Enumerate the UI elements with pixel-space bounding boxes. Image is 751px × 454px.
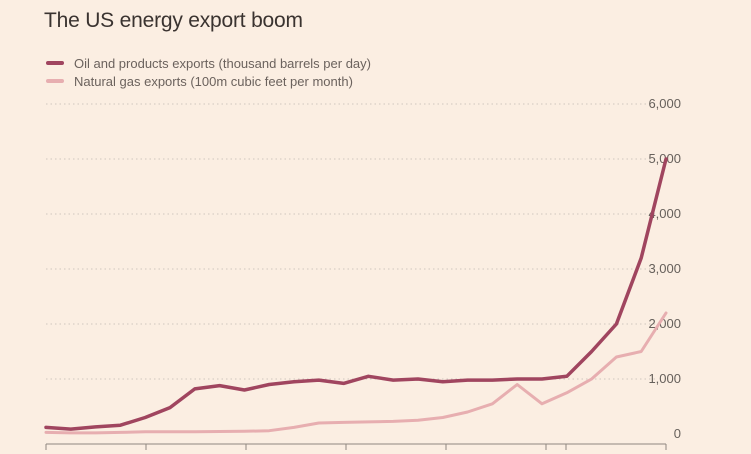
- y-tick-label: 6,000: [648, 96, 681, 111]
- legend-label-oil: Oil and products exports (thousand barre…: [74, 55, 371, 71]
- y-tick-label: 2,000: [648, 316, 681, 331]
- series-line-gas: [44, 311, 668, 435]
- legend-label-gas: Natural gas exports (100m cubic feet per…: [74, 73, 353, 89]
- y-tick-label: 1,000: [648, 371, 681, 386]
- legend-swatch-gas: [46, 79, 64, 83]
- series-line-oil: [44, 157, 668, 431]
- chart-title: The US energy export boom: [44, 9, 303, 32]
- y-tick-label: 3,000: [648, 261, 681, 276]
- chart-legend: Oil and products exports (thousand barre…: [46, 54, 371, 90]
- legend-item-oil: Oil and products exports (thousand barre…: [46, 54, 371, 72]
- y-tick-label: 4,000: [648, 206, 681, 221]
- y-tick-label: 0: [674, 426, 681, 441]
- legend-item-gas: Natural gas exports (100m cubic feet per…: [46, 72, 371, 90]
- legend-swatch-oil: [46, 61, 64, 65]
